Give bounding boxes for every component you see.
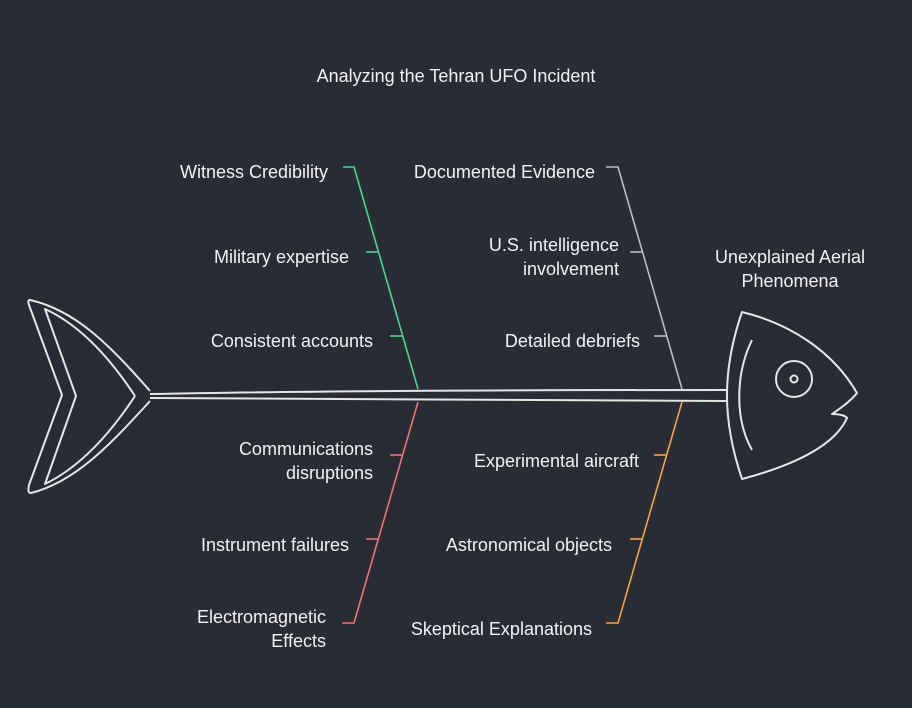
cause-us-intelligence: U.S. intelligence involvement	[489, 233, 619, 281]
bone-witness-credibility	[343, 166, 419, 390]
category-witness-credibility: Witness Credibility	[179, 162, 328, 182]
cause-communications-disruptions: Communications disruptions	[239, 437, 373, 485]
cause-consistent-accounts: Consistent accounts	[210, 331, 373, 351]
spine-bottom-line	[149, 397, 728, 402]
diagram-title: Analyzing the Tehran UFO Incident	[316, 66, 596, 86]
cause-communications-line1: Communications	[238, 439, 373, 459]
cause-astronomical-objects: Astronomical objects	[445, 535, 612, 555]
category-electromagnetic-line2: Effects	[271, 631, 326, 651]
category-electromagnetic-line1: Electromagnetic	[196, 607, 326, 627]
effect-label-line2: Phenomena	[741, 271, 839, 291]
eye-inner	[789, 374, 799, 384]
cause-detailed-debriefs: Detailed debriefs	[504, 331, 640, 351]
cause-instrument-failures: Instrument failures	[200, 535, 349, 555]
eye-outer	[775, 360, 813, 398]
gill-curve	[738, 339, 753, 451]
spine-top-line	[149, 389, 728, 395]
head-outline	[726, 311, 858, 480]
effect-label: Unexplained Aerial Phenomena	[690, 245, 890, 293]
bone-documented-evidence	[606, 166, 683, 390]
bones	[342, 166, 683, 624]
bone-electromagnetic-effects	[342, 401, 419, 624]
cause-military-expertise: Military expertise	[213, 247, 349, 267]
spine	[149, 389, 728, 402]
fish-tail	[27, 299, 151, 494]
category-skeptical-explanations: Skeptical Explanations	[410, 619, 592, 639]
tail-outer-outline	[27, 299, 151, 494]
cause-communications-line2: disruptions	[285, 463, 373, 483]
category-documented-evidence: Documented Evidence	[413, 162, 595, 182]
bone-skeptical-explanations	[606, 401, 683, 624]
cause-us-intelligence-line2: involvement	[522, 259, 619, 279]
fish-head	[726, 311, 858, 480]
cause-experimental-aircraft: Experimental aircraft	[473, 451, 639, 471]
cause-us-intelligence-line1: U.S. intelligence	[488, 235, 619, 255]
tail-inner-outline	[44, 308, 136, 485]
category-electromagnetic-effects: Electromagnetic Effects	[197, 605, 326, 653]
effect-label-line1: Unexplained Aerial	[714, 247, 866, 267]
